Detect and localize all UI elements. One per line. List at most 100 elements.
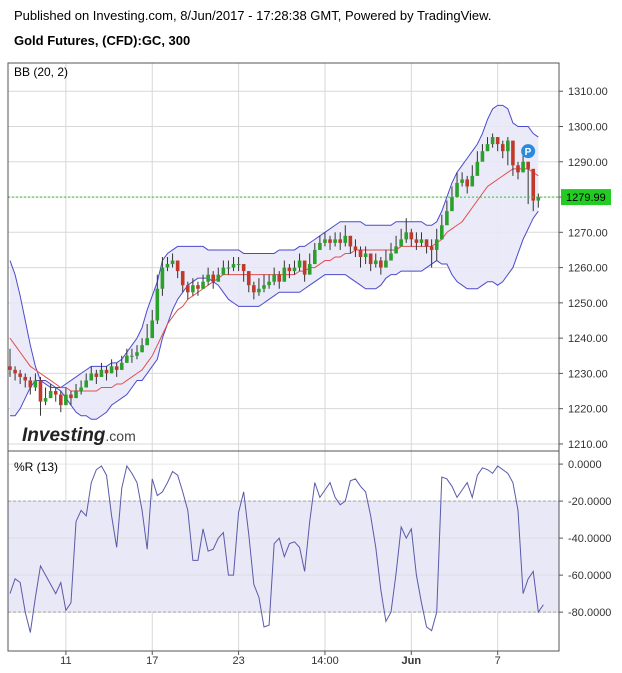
candle-body — [373, 260, 378, 265]
candle-body — [389, 253, 393, 261]
candle-body — [343, 235, 348, 243]
candle-body — [419, 239, 424, 243]
candle-body — [140, 345, 144, 353]
candle-body — [531, 168, 536, 201]
candle-body — [536, 197, 541, 201]
candle-body — [241, 264, 246, 272]
candle-body — [394, 246, 398, 254]
candle-body — [74, 391, 78, 399]
candle-body — [348, 235, 353, 247]
time-tick-label: 11 — [60, 655, 71, 667]
logo-brand-text: Investing — [22, 425, 106, 446]
candle-body — [328, 239, 332, 243]
candle-body — [119, 362, 124, 370]
candle-body — [429, 246, 434, 250]
candle-body — [180, 271, 185, 286]
candle-body — [221, 267, 226, 275]
last-price-tag — [561, 189, 611, 206]
event-marker-label: P — [525, 147, 532, 158]
candle-body — [470, 175, 475, 187]
candle-body — [445, 211, 449, 226]
oscillator-band-fill — [8, 501, 559, 613]
price-tick-label: 1300.00 — [568, 121, 608, 133]
candle-body — [267, 281, 271, 286]
candle-body — [170, 260, 175, 265]
candle-body — [460, 179, 464, 183]
candle-body — [455, 182, 459, 198]
candle-body — [59, 394, 63, 406]
candle-body — [272, 274, 276, 282]
candle-body — [89, 373, 94, 381]
candle-body — [33, 380, 38, 388]
price-tick-label: 1290.00 — [568, 157, 608, 169]
time-tick-label: 14:00 — [311, 655, 339, 667]
candle-body — [262, 285, 266, 289]
candle-body — [506, 140, 510, 152]
candle-body — [500, 144, 505, 152]
price-tick-label: 1240.00 — [568, 333, 608, 345]
oscillator-panel: 0.0000 -20.0000 -40.0000 -60.0000 -80.0000 — [8, 459, 611, 633]
candle-body — [511, 140, 515, 166]
candle-body — [201, 281, 205, 289]
candle-body — [84, 380, 88, 388]
candle-body — [135, 352, 139, 356]
candle-body — [206, 274, 210, 282]
last-price-label: 1279.99 — [566, 192, 606, 204]
candle-body — [28, 380, 33, 388]
price-panel: 1310.001300.001290.001280.001270.001260.… — [8, 63, 611, 651]
price-tick-label: 1260.00 — [568, 263, 608, 275]
candle-body — [465, 179, 469, 187]
price-tick-label: 1310.00 — [568, 86, 608, 98]
candle-body — [287, 267, 292, 272]
svg-text:Investing.com: Investing.com — [22, 425, 136, 446]
candle-body — [257, 288, 261, 293]
candle-body — [125, 355, 129, 363]
candle-body — [38, 380, 43, 402]
bollinger-band-fill — [10, 105, 539, 420]
published-note: Published on Investing.com, 8/Jun/2017 -… — [14, 8, 492, 23]
bollinger-lower-line — [10, 210, 539, 420]
bollinger-indicator-label: BB (20, 2) — [14, 65, 68, 79]
candle-body — [302, 260, 307, 275]
candle-body — [424, 239, 429, 247]
candle-body — [104, 369, 109, 374]
candle-body — [480, 151, 485, 162]
candle-body — [526, 161, 530, 169]
candle-body — [8, 366, 12, 370]
candle-body — [155, 288, 160, 321]
candle-body — [338, 239, 342, 243]
candle-body — [53, 391, 58, 395]
williams-r-indicator-label: %R (13) — [14, 460, 58, 474]
candle-body — [313, 249, 317, 265]
oscillator-tick-label: 0.0000 — [568, 459, 602, 471]
candle-body — [114, 366, 119, 370]
candle-body — [475, 161, 480, 176]
candle-body — [409, 232, 414, 240]
candle-body — [64, 394, 68, 406]
time-tick-label: Jun — [402, 655, 422, 667]
candle-body — [399, 239, 403, 247]
candle-body — [521, 161, 525, 173]
candle-body — [160, 267, 165, 289]
candle-body — [236, 264, 241, 266]
time-tick-label: 23 — [232, 655, 244, 667]
oscillator-tick-label: -80.0000 — [568, 607, 611, 619]
time-axis: 11 17 23 14:00 Jun 7 — [60, 651, 501, 667]
candle-body — [414, 239, 419, 243]
candle-body — [226, 267, 231, 269]
instrument-title: Gold Futures, (CFD):GC, 300 — [14, 33, 191, 48]
candle-body — [130, 355, 134, 357]
candle-body — [216, 274, 221, 282]
candle-body — [150, 320, 155, 339]
candle-body — [191, 285, 195, 293]
oscillator-panel-frame — [7, 450, 560, 652]
candle-body — [379, 260, 383, 268]
bollinger-upper-line — [9, 104, 539, 389]
candle-body — [307, 264, 312, 275]
oscillator-tick-label: -40.0000 — [568, 533, 611, 545]
candle-body — [292, 267, 297, 272]
candle-body — [246, 271, 251, 286]
panel-frames — [7, 62, 560, 652]
price-tick-label: 1270.00 — [568, 227, 608, 239]
